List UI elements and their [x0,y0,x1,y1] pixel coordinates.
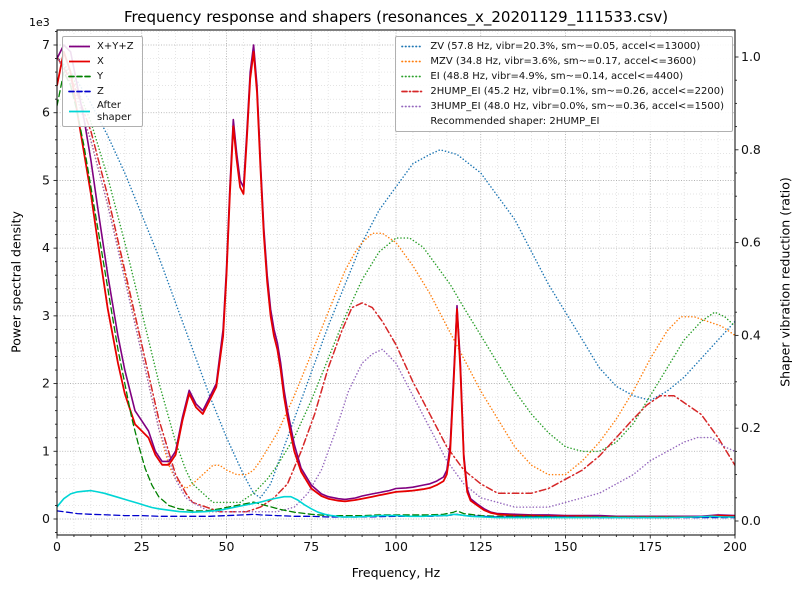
x-tick-label: 150 [554,539,578,554]
tick-labels: 0 25 50 75 100 125 150 175 200 0 1 2 3 4 5 6 7 0.0 0.2 0.4 0… [42,37,761,554]
legend-entry-y: Y [68,70,134,83]
series-y-line [57,71,735,518]
legend-label-after-shaper: After shaper [97,100,132,123]
legend-label-ei: EI (48.8 Hz, vibr=4.9%, sm~=0.14, accel<… [430,70,684,82]
y-left-tick-label: 3 [42,308,50,323]
chart-title: Frequency response and shapers (resonanc… [123,8,669,26]
y-left-tick-label: 1 [42,443,50,458]
y-left-tick-label: 7 [42,37,50,52]
x-tick-label: 175 [638,539,662,554]
y-left-tick-label: 6 [42,105,50,120]
series-x-line [57,50,735,518]
y-right-tick-label: 0.8 [741,142,761,157]
legend-line-sample-y [68,75,91,78]
y-axis-label-left: Power spectral density [8,211,24,353]
legend-label-zv: ZV (57.8 Hz, vibr=20.3%, sm~=0.05, accel… [430,40,701,52]
series-zv-line [57,56,735,499]
x-tick-label: 200 [723,539,747,554]
legend-line-sample-after-shaper [69,110,90,113]
legend-entry-x: X [68,55,134,68]
series-after-shaper-line [57,489,735,519]
series-ei-line [57,56,735,504]
series-3hump-ei-line [57,56,735,513]
y-right-tick-label: 0.6 [741,235,761,250]
x-tick-label: 100 [384,539,408,554]
series-z-line [57,510,735,519]
legend-line-sample-x-y-z [69,45,90,48]
y-left-tick-label: 4 [42,240,50,255]
y-right-tick-label: 0.0 [741,513,761,528]
tick-marks [53,31,739,539]
legend-line-sample-3hump-ei [401,105,425,108]
legend-label-y: Y [97,70,104,82]
legend-label-x-y-z: X+Y+Z [97,40,134,52]
legend-line-sample-2hump-ei [401,90,425,93]
x-tick-label: 75 [303,539,319,554]
legend-entry-ei: EI (48.8 Hz, vibr=4.9%, sm~=0.14, accel<… [401,70,724,83]
legend-entry-x-y-z: X+Y+Z [68,40,134,53]
recommendation-note: Recommended shaper: 2HUMP_EI [401,115,724,128]
x-axis-label: Frequency, Hz [351,565,441,580]
y-axis-offset-text: 1e3 [29,16,50,29]
y-left-tick-label: 5 [42,172,50,187]
y-right-tick-label: 1.0 [741,49,761,64]
x-tick-label: 25 [134,539,150,554]
y-right-tick-label: 0.2 [741,420,761,435]
y-left-tick-label: 2 [42,376,50,391]
y-axis-label-right: Shaper vibration reduction (ratio) [777,177,793,387]
legend-entry-3hump-ei: 3HUMP_EI (48.0 Hz, vibr=0.0%, sm~=0.36, … [401,100,724,113]
legend-entry-2hump-ei: 2HUMP_EI (45.2 Hz, vibr=0.1%, sm~=0.26, … [401,85,724,98]
y-left-tick-label: 0 [42,511,50,526]
legend-label-x: X [97,55,104,67]
legend-line-sample-x [69,60,90,63]
x-tick-label: 50 [219,539,235,554]
legend-line-sample-z [68,90,91,93]
shaper-legend: ZV (57.8 Hz, vibr=20.3%, sm~=0.05, accel… [395,36,733,132]
legend-label-z: Z [97,85,104,97]
legend-line-sample-mzv [401,60,425,63]
legend-entry-z: Z [68,85,134,98]
legend-entry-zv: ZV (57.8 Hz, vibr=20.3%, sm~=0.05, accel… [401,40,724,53]
legend-entry-after-shaper: After shaper [68,100,134,123]
legend-label-3hump-ei: 3HUMP_EI (48.0 Hz, vibr=0.0%, sm~=0.36, … [430,100,724,112]
psd-legend: X+Y+Z X Y Z After shaper [62,36,143,127]
legend-label-mzv: MZV (34.8 Hz, vibr=3.6%, sm~=0.17, accel… [430,55,697,67]
legend-label-2hump-ei: 2HUMP_EI (45.2 Hz, vibr=0.1%, sm~=0.26, … [430,85,724,97]
legend-line-sample-ei [401,75,425,78]
x-tick-label: 0 [53,539,61,554]
legend-entry-mzv: MZV (34.8 Hz, vibr=3.6%, sm~=0.17, accel… [401,55,724,68]
recommendation-text: Recommended shaper: 2HUMP_EI [430,115,600,127]
y-right-tick-label: 0.4 [741,327,761,342]
legend-line-sample-zv [401,45,425,48]
series-mzv-line [57,56,735,490]
series-2hump-ei-line [57,56,735,513]
x-tick-label: 125 [469,539,493,554]
